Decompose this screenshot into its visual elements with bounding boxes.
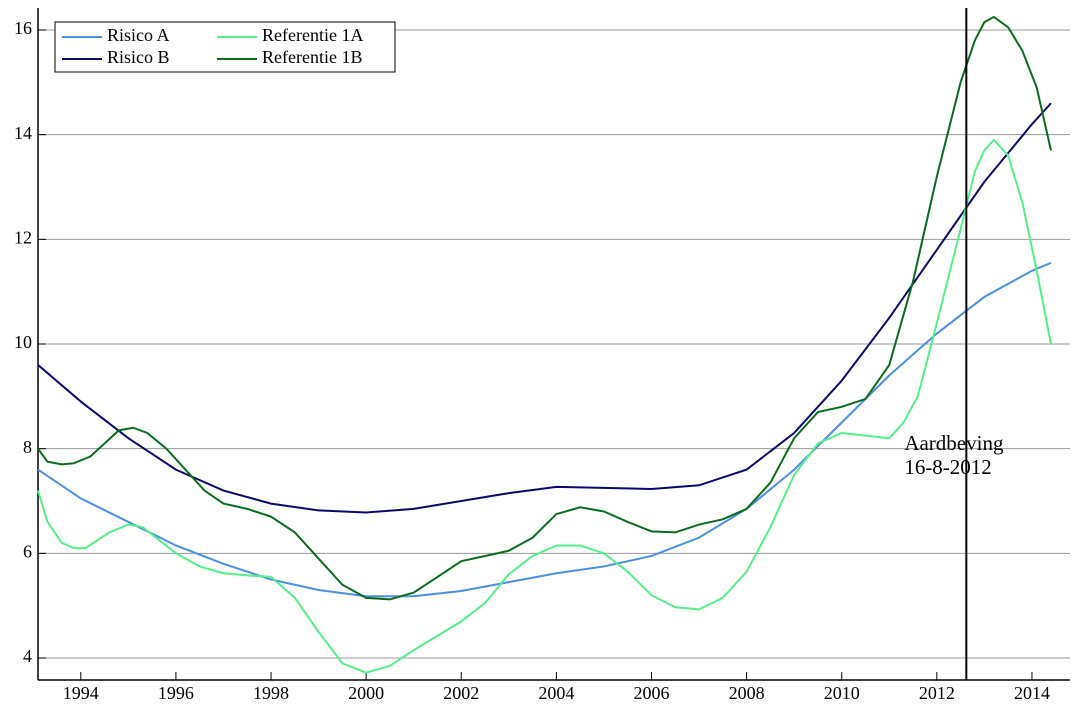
series-line (37, 102, 1052, 514)
x-tick-label: 2000 (348, 683, 384, 703)
legend-label: Risico A (107, 25, 170, 45)
legend-label: Risico B (107, 47, 170, 67)
x-tick-label: 2006 (633, 683, 669, 703)
x-tick-label: 1994 (63, 683, 99, 703)
y-tick-label: 12 (14, 227, 32, 247)
x-tick-label: 2014 (1014, 683, 1050, 703)
series-line (37, 15, 1052, 601)
legend-label: Referentie 1B (262, 47, 362, 67)
y-tick-label: 16 (14, 18, 32, 38)
series-line (37, 138, 1052, 674)
legend-label: Referentie 1A (262, 25, 363, 45)
x-tick-label: 2002 (443, 683, 479, 703)
x-tick-label: 2008 (729, 683, 765, 703)
x-tick-label: 1996 (158, 683, 194, 703)
y-tick-label: 14 (14, 123, 32, 143)
y-tick-label: 4 (23, 646, 32, 666)
x-tick-label: 2004 (538, 683, 574, 703)
x-tick-label: 1998 (253, 683, 289, 703)
legend-box (54, 21, 396, 73)
y-tick-label: 6 (23, 541, 32, 561)
x-tick-label: 2010 (824, 683, 860, 703)
x-tick-label: 2012 (919, 683, 955, 703)
series-line (37, 261, 1052, 598)
annotation: 16-8-2012 (904, 455, 992, 479)
y-tick-label: 8 (23, 437, 32, 457)
annotation: Aardbeving (904, 431, 1004, 455)
y-tick-label: 10 (14, 332, 32, 352)
